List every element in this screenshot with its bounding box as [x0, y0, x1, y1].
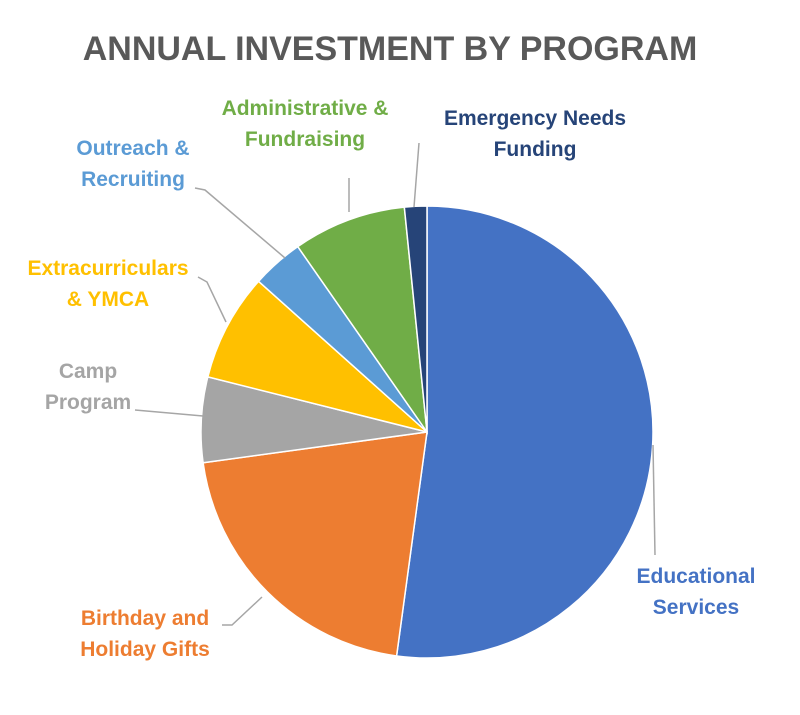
leader-line-1 [222, 596, 263, 626]
slice-label-5: Administrative & Fundraising [222, 97, 389, 151]
pie-slice-5 [296, 206, 429, 435]
leader-line-3 [197, 276, 227, 323]
slice-label-0: Educational Services [636, 565, 755, 619]
pie-slice-0 [395, 205, 654, 659]
leader-line-6 [413, 142, 420, 208]
slice-label-3: Extracurriculars & YMCA [27, 257, 188, 311]
slice-label-6: Emergency Needs Funding [444, 107, 626, 161]
slice-label-1: Birthday and Holiday Gifts [80, 607, 210, 661]
leader-line-0 [652, 444, 656, 556]
pie-slice-1 [202, 431, 428, 657]
pie-slice-6 [403, 205, 428, 433]
slice-label-4: Outreach & Recruiting [76, 137, 189, 191]
leader-line-4 [194, 187, 286, 259]
pie-slice-3 [206, 280, 428, 433]
chart-title: ANNUAL INVESTMENT BY PROGRAM [83, 30, 698, 68]
leader-line-2 [134, 409, 204, 417]
slice-label-2: Camp Program [45, 360, 131, 414]
